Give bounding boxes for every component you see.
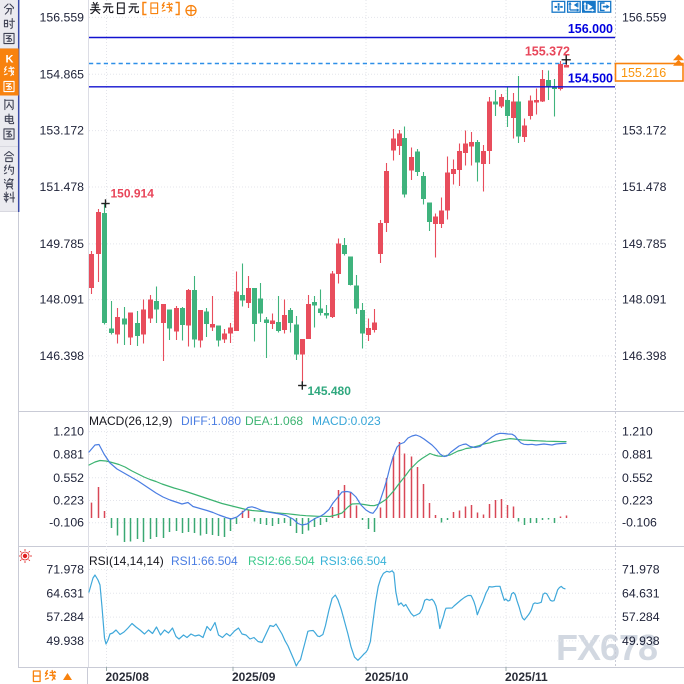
svg-text:0.881: 0.881 [622,447,653,461]
svg-text:154.500: 154.500 [568,72,613,86]
svg-text:RSI1:66.504: RSI1:66.504 [171,554,238,568]
svg-text:156.000: 156.000 [568,22,613,36]
svg-text:MACD:0.023: MACD:0.023 [312,414,381,428]
svg-text:146.398: 146.398 [40,349,85,363]
svg-text:RSI2:66.504: RSI2:66.504 [248,554,315,568]
svg-text:2025/11: 2025/11 [505,670,548,684]
svg-text:149.785: 149.785 [40,237,85,251]
svg-text:64.631: 64.631 [46,586,84,600]
svg-text:RSI(14,14,14): RSI(14,14,14) [89,554,164,568]
svg-text:0.552: 0.552 [53,471,84,485]
svg-text:146.398: 146.398 [622,349,667,363]
svg-text:155.372: 155.372 [525,45,570,59]
svg-text:FX678: FX678 [556,627,657,668]
svg-text:2025/09: 2025/09 [232,670,276,684]
svg-text:71.978: 71.978 [46,563,84,577]
svg-text:DEA:1.068: DEA:1.068 [245,414,303,428]
svg-text:49.938: 49.938 [46,634,84,648]
svg-text:1.210: 1.210 [622,425,653,439]
svg-text:-0.106: -0.106 [49,516,84,530]
svg-text:0.223: 0.223 [53,494,84,508]
svg-text:RSI3:66.504: RSI3:66.504 [320,554,387,568]
svg-text:57.284: 57.284 [622,610,660,624]
svg-text:145.480: 145.480 [308,384,352,398]
svg-text:153.172: 153.172 [40,124,85,138]
svg-text:DIFF:1.080: DIFF:1.080 [181,414,241,428]
svg-text:0.881: 0.881 [53,447,84,461]
svg-text:57.284: 57.284 [46,610,84,624]
svg-text:153.172: 153.172 [622,124,667,138]
svg-text:148.091: 148.091 [622,293,667,307]
svg-text:K: K [6,54,14,66]
svg-text:151.478: 151.478 [622,180,667,194]
svg-text:MACD(26,12,9): MACD(26,12,9) [89,414,172,428]
svg-text:49.938: 49.938 [622,634,660,648]
svg-text:156.559: 156.559 [622,10,667,24]
svg-text:151.478: 151.478 [40,180,85,194]
svg-text:-0.106: -0.106 [622,516,657,530]
svg-text:155.216: 155.216 [621,66,666,80]
svg-text:149.785: 149.785 [622,237,667,251]
svg-text:150.914: 150.914 [111,187,155,201]
svg-text:154.865: 154.865 [40,67,85,81]
svg-text:0.552: 0.552 [622,471,653,485]
svg-text:71.978: 71.978 [622,563,660,577]
svg-text:2025/08: 2025/08 [106,670,150,684]
svg-text:64.631: 64.631 [622,586,660,600]
svg-text:0.223: 0.223 [622,494,653,508]
svg-text:1.210: 1.210 [53,425,84,439]
svg-text:148.091: 148.091 [40,293,85,307]
svg-text:156.559: 156.559 [40,10,85,24]
svg-text:2025/10: 2025/10 [365,670,409,684]
